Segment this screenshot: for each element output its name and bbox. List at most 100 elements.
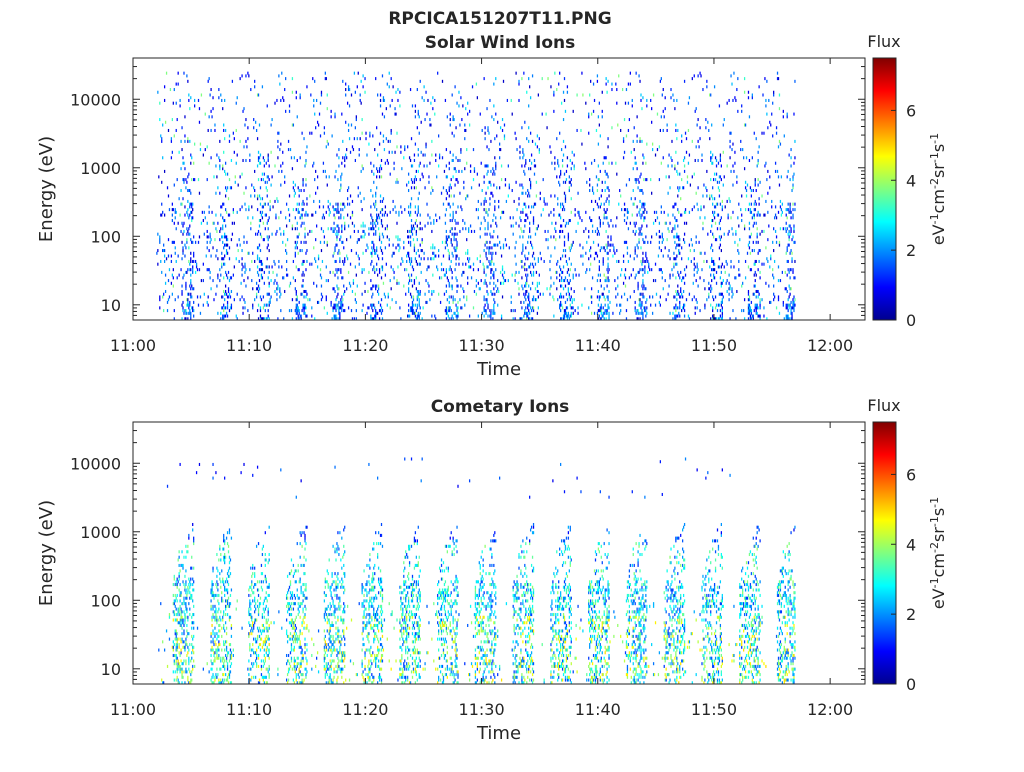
heatmap-cell (488, 208, 489, 211)
heatmap-cell (564, 279, 565, 282)
heatmap-cell (227, 306, 228, 309)
heatmap-cell (313, 282, 314, 285)
heatmap-cell (179, 583, 180, 586)
heatmap-cell (223, 309, 224, 312)
heatmap-cell (712, 309, 713, 312)
heatmap-cell (500, 216, 501, 219)
heatmap-cell (210, 659, 211, 662)
heatmap-cell (355, 91, 356, 94)
heatmap-cell (338, 216, 339, 219)
heatmap-cell (198, 304, 199, 307)
heatmap-cell (720, 203, 721, 206)
heatmap-cell (581, 143, 582, 146)
heatmap-cell (424, 224, 425, 227)
heatmap-cell (182, 621, 183, 624)
heatmap-cell (449, 285, 450, 288)
heatmap-cell (401, 211, 402, 214)
heatmap-cell (525, 219, 526, 222)
heatmap-cell (331, 304, 332, 307)
heatmap-cell (305, 241, 306, 244)
heatmap-cell (597, 74, 598, 77)
heatmap-cell (390, 211, 391, 214)
heatmap-cell (514, 279, 515, 282)
heatmap-cell (334, 113, 335, 116)
heatmap-cell (600, 205, 601, 208)
heatmap-cell (487, 186, 488, 189)
heatmap-cell (773, 276, 774, 279)
heatmap-cell (392, 255, 393, 258)
heatmap-cell (450, 230, 451, 233)
heatmap-cell (174, 134, 175, 137)
heatmap-cell (786, 230, 787, 233)
heatmap-cell (560, 230, 561, 233)
heatmap-cell (408, 241, 409, 244)
heatmap-cell (268, 238, 269, 241)
heatmap-cell (470, 224, 471, 227)
heatmap-cell (303, 222, 304, 225)
heatmap-cell (560, 205, 561, 208)
heatmap-cell (484, 175, 485, 178)
heatmap-cell (297, 241, 298, 244)
heatmap-cell (335, 309, 336, 312)
heatmap-cell (721, 265, 722, 268)
heatmap-cell (382, 208, 383, 211)
heatmap-cell (240, 77, 241, 80)
heatmap-cell (179, 578, 180, 581)
heatmap-cell (201, 93, 202, 96)
heatmap-cell (550, 285, 551, 288)
heatmap-cell (480, 113, 481, 116)
heatmap-cell (562, 306, 563, 309)
heatmap-cell (758, 145, 759, 148)
heatmap-cell (342, 298, 343, 301)
heatmap-cell (424, 186, 425, 189)
heatmap-cell (179, 569, 180, 572)
heatmap-cell (364, 282, 365, 285)
heatmap-cell (327, 244, 328, 247)
heatmap-cell (493, 263, 494, 266)
heatmap-cell (415, 222, 416, 225)
heatmap-cell (187, 586, 188, 589)
heatmap-cell (180, 140, 181, 143)
heatmap-cell (163, 293, 164, 296)
heatmap-cell (243, 145, 244, 148)
heatmap-cell (214, 659, 215, 662)
heatmap-cell (182, 156, 183, 159)
heatmap-cell (241, 268, 242, 271)
heatmap-cell (601, 306, 602, 309)
heatmap-cell (181, 241, 182, 244)
heatmap-cell (414, 186, 415, 189)
heatmap-cell (669, 222, 670, 225)
heatmap-cell (454, 298, 455, 301)
heatmap-cell (298, 306, 299, 309)
heatmap-cell (164, 85, 165, 88)
heatmap-cell (185, 662, 186, 665)
heatmap-cell (453, 203, 454, 206)
heatmap-cell (665, 246, 666, 249)
heatmap-cell (591, 301, 592, 304)
heatmap-cell (442, 241, 443, 244)
heatmap-cell (563, 140, 564, 143)
heatmap-cell (188, 227, 189, 230)
heatmap-cell (428, 285, 429, 288)
heatmap-cell (330, 211, 331, 214)
heatmap-cell (570, 249, 571, 252)
heatmap-cell (522, 208, 523, 211)
heatmap-cell (684, 315, 685, 318)
heatmap-cell (177, 670, 178, 673)
heatmap-cell (452, 244, 453, 247)
heatmap-cell (231, 290, 232, 293)
heatmap-cell (370, 214, 371, 217)
heatmap-cell (582, 246, 583, 249)
heatmap-cell (306, 315, 307, 318)
heatmap-cell (376, 249, 377, 252)
heatmap-cell (792, 298, 793, 301)
heatmap-cell (789, 203, 790, 206)
heatmap-cell (570, 268, 571, 271)
heatmap-cell (169, 616, 170, 619)
heatmap-cell (210, 632, 211, 635)
heatmap-cell (311, 132, 312, 135)
heatmap-cell (455, 263, 456, 266)
heatmap-cell (642, 154, 643, 157)
heatmap-cell (304, 214, 305, 217)
heatmap-cell (638, 238, 639, 241)
